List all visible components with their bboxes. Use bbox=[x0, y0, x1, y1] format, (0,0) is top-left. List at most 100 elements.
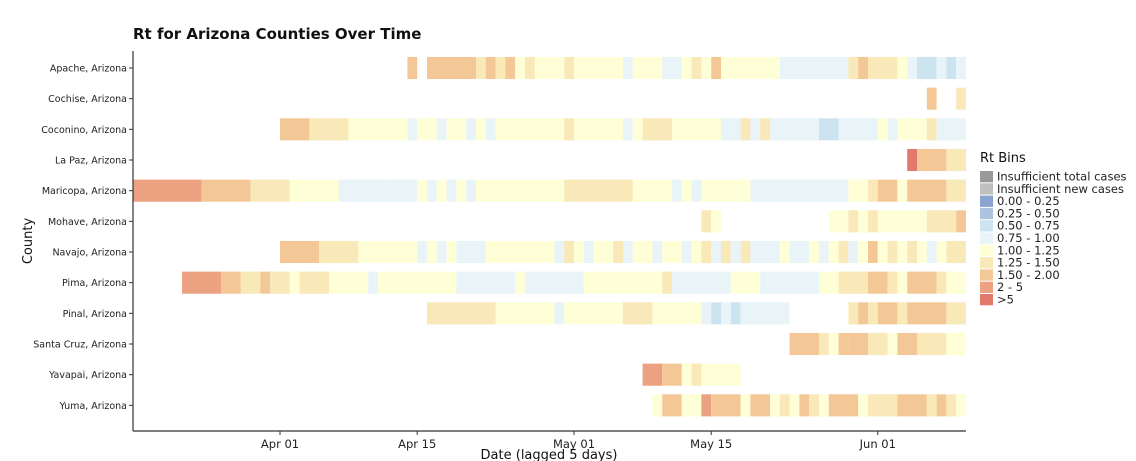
heatmap-cell bbox=[711, 210, 721, 233]
heatmap-cell bbox=[740, 118, 751, 141]
legend-label: >5 bbox=[997, 293, 1014, 307]
heatmap-cell bbox=[681, 56, 692, 80]
heatmap-cell bbox=[348, 118, 408, 141]
heatmap-cell bbox=[887, 118, 898, 141]
heatmap-cell bbox=[848, 302, 859, 325]
heatmap-cell bbox=[956, 394, 966, 417]
heatmap-cell bbox=[652, 240, 663, 264]
x-tick-label: May 01 bbox=[553, 437, 595, 451]
heatmap-cell bbox=[456, 240, 486, 264]
heatmap-cell bbox=[525, 56, 535, 80]
heatmap-cell bbox=[427, 179, 437, 202]
heatmap-cell bbox=[495, 56, 506, 80]
heatmap-cell bbox=[632, 56, 663, 80]
heatmap-cell bbox=[750, 394, 770, 417]
heatmap-cell bbox=[456, 179, 467, 202]
heatmap-cell bbox=[613, 240, 623, 264]
heatmap-cell bbox=[564, 240, 574, 264]
heatmap-cell bbox=[417, 179, 427, 202]
heatmap-cell bbox=[701, 179, 751, 202]
x-tick-label: Apr 01 bbox=[261, 437, 299, 451]
heatmap-cell bbox=[564, 56, 574, 80]
heatmap-cell bbox=[436, 179, 447, 202]
heatmap-cell bbox=[819, 332, 829, 356]
heatmap-cell bbox=[907, 302, 947, 325]
heatmap-cell bbox=[672, 118, 721, 141]
heatmap-cell bbox=[289, 179, 339, 202]
heatmap-cell bbox=[887, 332, 898, 356]
heatmap-cell bbox=[711, 240, 721, 264]
county-label: Yuma, Arizona bbox=[58, 401, 127, 412]
heatmap-cell bbox=[730, 302, 741, 325]
heatmap-cell bbox=[133, 179, 202, 202]
heatmap-cell bbox=[182, 271, 222, 294]
heatmap-cell bbox=[476, 56, 486, 80]
heatmap-cell bbox=[809, 240, 819, 264]
heatmap-cell bbox=[691, 240, 702, 264]
heatmap-cell bbox=[868, 210, 878, 233]
legend-swatch bbox=[980, 294, 993, 306]
heatmap-cell bbox=[926, 240, 937, 264]
heatmap-cell bbox=[632, 240, 653, 264]
heatmap-cell bbox=[289, 271, 300, 294]
county-label: Pinal, Arizona bbox=[63, 309, 127, 320]
heatmap-cell bbox=[828, 210, 849, 233]
heatmap-cell bbox=[485, 56, 496, 80]
heatmap-cell bbox=[485, 240, 555, 264]
heatmap-cell bbox=[868, 394, 878, 417]
heatmap-cell bbox=[721, 363, 741, 386]
heatmap-cell bbox=[583, 240, 594, 264]
county-row bbox=[133, 179, 966, 202]
heatmap-cell bbox=[485, 118, 496, 141]
heatmap-cell bbox=[240, 271, 261, 294]
heatmap-cell bbox=[662, 56, 682, 80]
heatmap-cell bbox=[828, 394, 859, 417]
heatmap-cell bbox=[583, 271, 663, 294]
heatmap-cell bbox=[642, 363, 663, 386]
legend-swatch bbox=[980, 269, 993, 281]
heatmap-cell bbox=[828, 240, 839, 264]
heatmap-cell bbox=[740, 240, 751, 264]
heatmap-cell bbox=[750, 118, 761, 141]
heatmap-cell bbox=[907, 271, 937, 294]
heatmap-cell bbox=[701, 363, 721, 386]
heatmap-cell bbox=[946, 271, 966, 294]
heatmap-cell bbox=[711, 56, 721, 80]
heatmap-cell bbox=[309, 118, 349, 141]
county-row bbox=[926, 87, 966, 110]
heatmap-cell bbox=[701, 302, 712, 325]
heatmap-cell bbox=[770, 394, 780, 417]
heatmap-cell bbox=[946, 332, 966, 356]
rt-bins-legend: Rt Bins Insufficient total casesInsuffici… bbox=[980, 151, 1127, 307]
heatmap-cell bbox=[897, 179, 908, 202]
legend-title: Rt Bins bbox=[980, 151, 1026, 166]
legend-label: 1.50 - 2.00 bbox=[997, 268, 1060, 282]
heatmap-cell bbox=[701, 56, 712, 80]
legend-swatch bbox=[980, 232, 993, 244]
heatmap-cells bbox=[133, 56, 966, 417]
heatmap-cell bbox=[877, 179, 898, 202]
heatmap-cell bbox=[946, 179, 966, 202]
heatmap-cell bbox=[946, 394, 957, 417]
heatmap-cell bbox=[877, 210, 927, 233]
heatmap-cell bbox=[789, 240, 810, 264]
heatmap-cell bbox=[711, 394, 741, 417]
heatmap-cell bbox=[838, 271, 849, 294]
heatmap-cell bbox=[858, 394, 868, 417]
heatmap-cell bbox=[672, 271, 731, 294]
heatmap-cell bbox=[819, 240, 829, 264]
legend-swatch bbox=[980, 171, 993, 183]
heatmap-cell bbox=[926, 394, 937, 417]
heatmap-cell bbox=[691, 179, 702, 202]
heatmap-cell bbox=[730, 240, 741, 264]
legend-label: Insufficient new cases bbox=[997, 182, 1124, 196]
heatmap-cell bbox=[917, 240, 927, 264]
heatmap-cell bbox=[515, 271, 525, 294]
heatmap-cell bbox=[779, 240, 790, 264]
legend-swatch bbox=[980, 195, 993, 207]
heatmap-cell bbox=[476, 179, 565, 202]
legend-swatch bbox=[980, 207, 993, 220]
legend-swatch bbox=[980, 244, 993, 257]
heatmap-cell bbox=[897, 332, 917, 356]
heatmap-cell bbox=[652, 302, 702, 325]
